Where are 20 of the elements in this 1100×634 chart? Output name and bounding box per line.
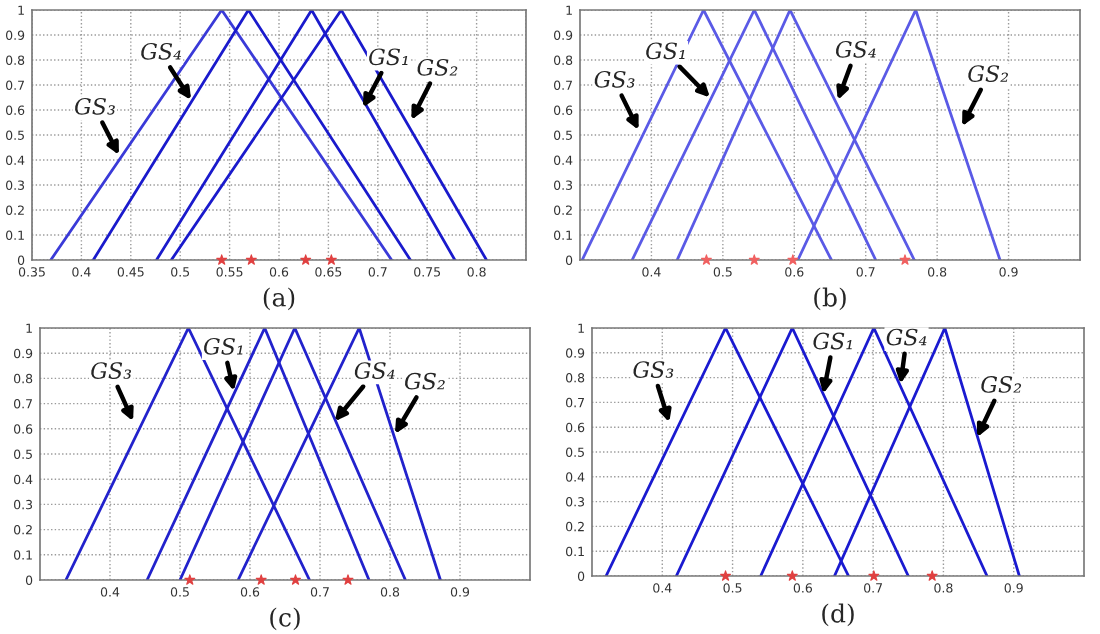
annotation: GS₄ — [835, 40, 876, 58]
annotation: GS₄ — [141, 42, 182, 60]
annotation: GS₂ — [404, 372, 445, 390]
x-axis-title: (c) — [270, 607, 300, 631]
annotation: GS₂ — [417, 58, 458, 76]
annotation: GS₂ — [968, 65, 1009, 82]
x-axis-title: (d) — [822, 603, 854, 627]
annotation: GS₁ — [369, 48, 408, 66]
annotation: GS₄ — [886, 328, 927, 346]
x-axis-title: (b) — [814, 287, 846, 311]
annotation: GS₄ — [354, 362, 395, 379]
annotation: GS₁ — [813, 332, 852, 350]
annotation: GS₃ — [75, 97, 115, 115]
annotation: GS₂ — [981, 376, 1022, 393]
annotation: GS₃ — [594, 70, 635, 88]
annotation: GS₁ — [646, 42, 685, 60]
annotation: GS₃ — [91, 362, 132, 379]
annotation: GS₁ — [203, 337, 243, 355]
x-axis-title: (a) — [263, 287, 295, 311]
annotation: GS₃ — [633, 361, 674, 378]
